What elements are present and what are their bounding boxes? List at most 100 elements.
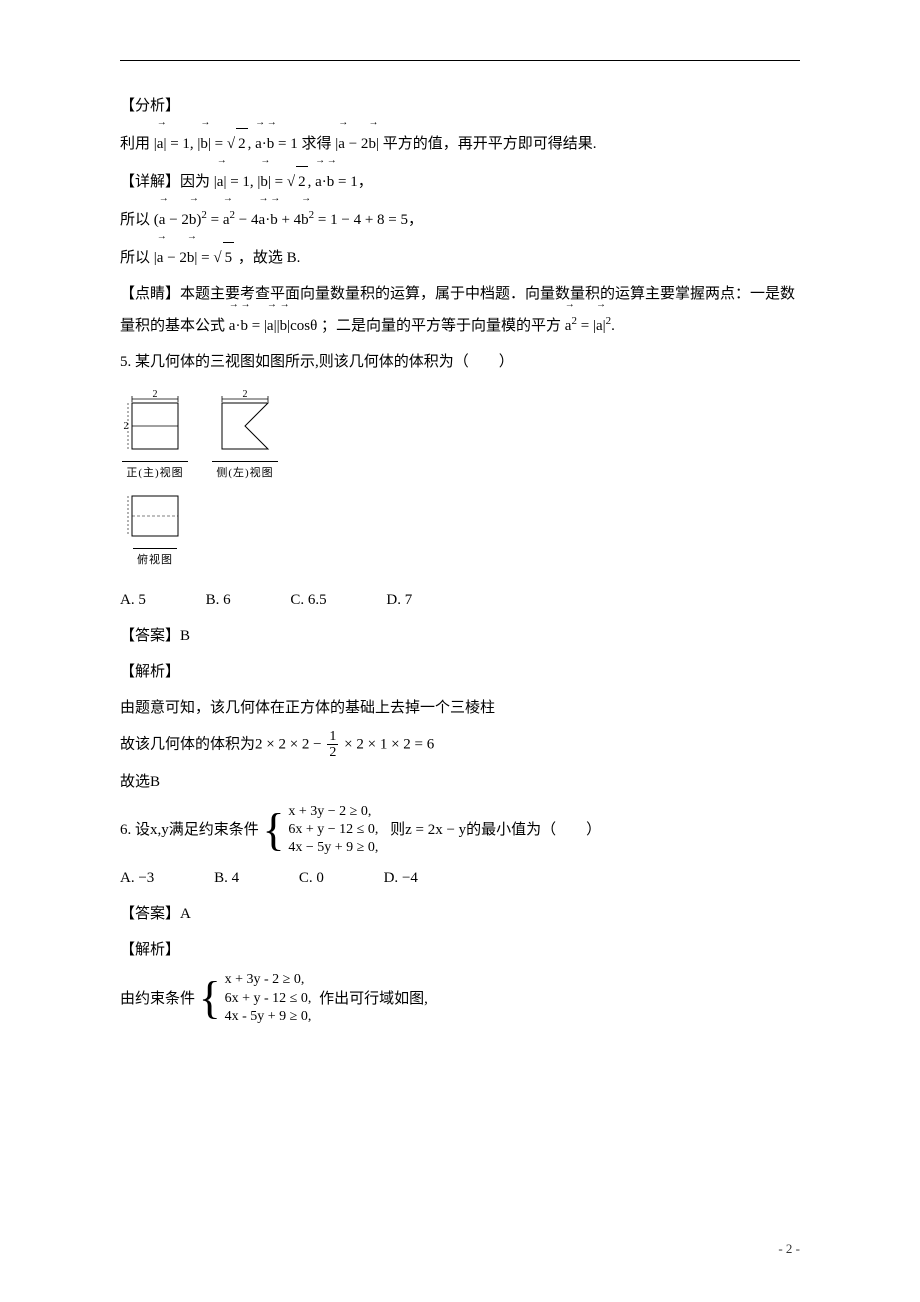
q5-stem: 5. 某几何体的三视图如图所示,则该几何体的体积为（ ）: [120, 347, 800, 377]
q6-options: A. −3 B. 4 C. 0 D. −4: [120, 863, 800, 893]
text: ，故选 B.: [238, 250, 301, 266]
sqrt-icon: [227, 136, 235, 152]
constraint-1: x + 3y - 2 ≥ 0,: [225, 971, 312, 989]
q6-option-c: C. 0: [299, 863, 352, 893]
q6-constraints: x + 3y − 2 ≥ 0, 6x + y − 12 ≤ 0, 4x − 5y…: [288, 803, 378, 858]
q5-option-a: A. 5: [120, 585, 174, 615]
q6-answer: 【答案】A: [120, 899, 800, 929]
side-view: 2 侧(左)视图: [210, 387, 280, 484]
text: 平方的值，再开平方即可得结果.: [383, 136, 597, 152]
constraint-1: x + 3y − 2 ≥ 0,: [288, 803, 378, 821]
detail-line2: 所以 (a − 2b)2 = a2 − 4a·b + 4b2 = 1 − 4 +…: [120, 203, 800, 235]
top-view-svg: [120, 490, 190, 546]
vec: b: [301, 203, 309, 235]
answer-label: 【答案】: [120, 628, 180, 644]
q6-stem-suffix: 则z = 2x − y的最小值为（ ）: [390, 815, 601, 845]
vec-a: a: [157, 127, 164, 159]
side-caption: 侧(左)视图: [212, 461, 277, 484]
dim-label: 2: [243, 389, 248, 400]
comment-text2: ；二是向量的平方等于向量模的平方: [321, 318, 561, 334]
opt-val: 6: [223, 585, 231, 615]
vec: b: [327, 165, 335, 197]
vec: a: [596, 309, 603, 341]
front-view: 2 2 正(主)视图: [120, 387, 190, 484]
q6-analysis-body: 由约束条件 { x + 3y - 2 ≥ 0, 6x + y - 12 ≤ 0,…: [120, 971, 800, 1026]
opt-val: 4: [232, 863, 240, 893]
vec: a: [259, 203, 266, 235]
vec-b: b: [200, 127, 208, 159]
q6-stem-prefix: 6. 设x,y满足约束条件: [120, 815, 259, 845]
vec: a: [223, 203, 230, 235]
opt-val: −3: [138, 863, 154, 893]
comment-heading: 【点睛】: [120, 286, 180, 302]
front-view-svg: 2 2: [120, 387, 190, 459]
q6-analysis-prefix: 由约束条件: [120, 984, 195, 1014]
constraint-2: 6x + y − 12 ≤ 0,: [288, 821, 378, 839]
q5-answer: 【答案】B: [120, 621, 800, 651]
answer-label: 【答案】: [120, 906, 180, 922]
answer-value: B: [180, 628, 190, 644]
top-caption: 俯视图: [133, 548, 177, 571]
side-view-svg: 2: [210, 387, 280, 459]
answer-value: A: [180, 906, 191, 922]
comment-block: 【点睛】本题主要考查平面向量数量积的运算，属于中档题．向量数量积的运算主要掌握两…: [120, 279, 800, 341]
frac-den: 2: [327, 745, 338, 760]
vec-b3: b: [368, 127, 376, 159]
q5-option-b: B. 6: [206, 585, 259, 615]
dim-label: 2: [124, 421, 129, 432]
q5-option-c: C. 6.5: [290, 585, 354, 615]
detail-heading: 【详解】因为: [120, 174, 210, 190]
constraint-3: 4x - 5y + 9 ≥ 0,: [225, 1008, 312, 1026]
q6-analysis-constraints: x + 3y - 2 ≥ 0, 6x + y - 12 ≤ 0, 4x - 5y…: [225, 971, 312, 1026]
vec: b: [187, 241, 195, 273]
q5-option-d: D. 7: [386, 585, 440, 615]
q6-analysis-label: 【解析】: [120, 935, 800, 965]
vec: a: [267, 309, 274, 341]
text: 利用: [120, 136, 150, 152]
left-brace-icon: {: [263, 812, 285, 849]
fraction: 12: [327, 729, 338, 761]
left-brace-icon: {: [199, 980, 221, 1017]
front-caption: 正(主)视图: [122, 461, 187, 484]
detail-line1: 【详解】因为 |a| = 1, |b| = 2, a·b = 1，: [120, 165, 800, 197]
sqrt-5: 5: [223, 242, 235, 273]
opt-val: 0: [316, 863, 324, 893]
q5-diagram: 2 2 正(主)视图 2: [120, 387, 800, 571]
expr: 2 × 2 × 2 −: [255, 736, 325, 752]
top-view: 俯视图: [120, 490, 190, 571]
q6-option-b: B. 4: [214, 863, 267, 893]
vec: b: [270, 203, 278, 235]
q6-option-d: D. −4: [384, 863, 446, 893]
constraint-3: 4x − 5y + 9 ≥ 0,: [288, 839, 378, 857]
page: 【分析】 利用 |a| = 1, |b| = 2, a·b = 1 求得 |a …: [0, 0, 920, 1302]
page-number: - 2 -: [778, 1236, 800, 1262]
vec: b: [240, 309, 248, 341]
opt-val: 6.5: [308, 585, 327, 615]
text: 求得: [302, 136, 332, 152]
sqrt-icon: [213, 250, 221, 266]
opt-val: −4: [402, 863, 418, 893]
q5-options: A. 5 B. 6 C. 6.5 D. 7: [120, 585, 800, 615]
vec: a: [315, 165, 322, 197]
text: 故该几何体的体积为: [120, 736, 255, 752]
vec: a: [565, 309, 572, 341]
q6-stem: 6. 设x,y满足约束条件 { x + 3y − 2 ≥ 0, 6x + y −…: [120, 803, 800, 858]
text: 所以: [120, 212, 150, 228]
q6-option-a: A. −3: [120, 863, 182, 893]
vec: a: [229, 309, 236, 341]
expr: × 2 × 1 × 2 = 6: [340, 736, 434, 752]
q6-analysis-suffix: 作出可行域如图,: [319, 984, 428, 1014]
constraint-2: 6x + y - 12 ≤ 0,: [225, 990, 312, 1008]
opt-val: 5: [138, 585, 146, 615]
q5-analysis-label: 【解析】: [120, 657, 800, 687]
sqrt-icon: [287, 174, 295, 190]
detail-line3: 所以 |a − 2b| = 5 ，故选 B.: [120, 241, 800, 273]
q5-analysis-2: 故该几何体的体积为2 × 2 × 2 − 12 × 2 × 1 × 2 = 6: [120, 729, 800, 761]
dim-label: 2: [153, 389, 158, 400]
vec-a3: a: [338, 127, 345, 159]
sqrt-2: 2: [236, 128, 248, 159]
text: 所以: [120, 250, 150, 266]
views-row-bottom: 俯视图: [120, 490, 800, 571]
opt-val: 7: [405, 585, 413, 615]
top-rule: [120, 60, 800, 61]
